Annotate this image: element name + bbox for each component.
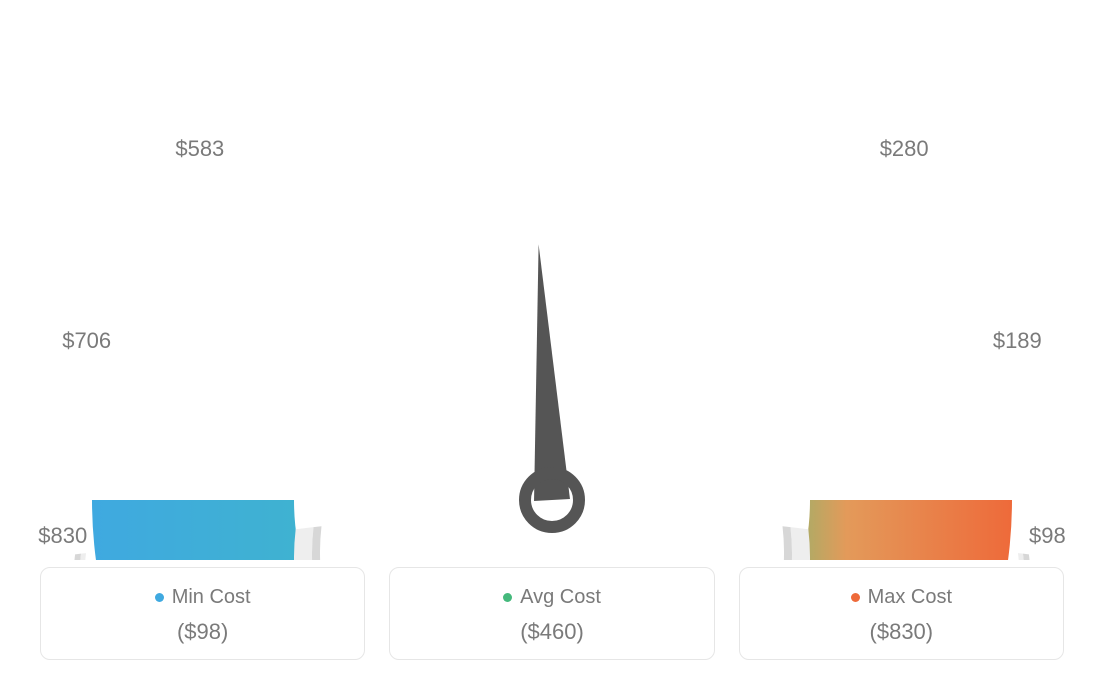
gauge-tick-label: $830 — [38, 523, 87, 548]
gauge-tick-label: $280 — [880, 136, 929, 161]
legend-avg-dot — [503, 593, 512, 602]
gauge-tick — [956, 464, 1006, 468]
legend-min-box: Min Cost ($98) — [40, 567, 365, 660]
gauge-tick-label: $706 — [62, 328, 111, 353]
legend-avg-title: Avg Cost — [503, 586, 601, 609]
legend-max-box: Max Cost ($830) — [739, 567, 1064, 660]
legend-avg-value: ($460) — [400, 619, 703, 645]
gauge-tick — [107, 407, 136, 413]
gauge-tick — [294, 125, 311, 150]
legend-max-title: Max Cost — [851, 586, 952, 609]
gauge-tick — [173, 248, 198, 265]
legend-avg-label: Avg Cost — [520, 586, 601, 609]
gauge-svg: $98$189$280$460$583$706$830 — [0, 0, 1104, 560]
gauge-tick — [132, 325, 178, 344]
legend-max-value: ($830) — [750, 619, 1053, 645]
gauge-tick — [619, 51, 624, 81]
gauge-tick — [915, 298, 960, 320]
legend-min-label: Min Cost — [172, 586, 251, 609]
legend-max-label: Max Cost — [868, 586, 952, 609]
legend-avg-box: Avg Cost ($460) — [389, 567, 714, 660]
gauge-tick-label: $583 — [175, 136, 224, 161]
gauge-tick — [770, 110, 785, 136]
gauge-tick-label: $98 — [1029, 523, 1066, 548]
legend-min-dot — [155, 593, 164, 602]
gauge-tick-label: $189 — [993, 328, 1042, 353]
legend-min-title: Min Cost — [155, 586, 251, 609]
gauge-tick — [890, 224, 914, 242]
legend-row: Min Cost ($98) Avg Cost ($460) Max Cost … — [40, 567, 1064, 660]
legend-min-value: ($98) — [51, 619, 354, 645]
gauge-tick — [452, 56, 459, 85]
gauge-tick — [538, 45, 540, 95]
legend-max-dot — [851, 593, 860, 602]
cost-gauge-chart: $98$189$280$460$583$706$830 Min Cost ($9… — [0, 0, 1104, 690]
gauge-needle — [534, 244, 570, 501]
gauge-tick — [97, 494, 147, 495]
gauge-tick — [962, 378, 991, 386]
gauge-tick — [822, 161, 855, 198]
gauge-tick — [227, 181, 263, 216]
gauge-tick — [691, 72, 708, 119]
gauge-tick — [370, 83, 390, 129]
